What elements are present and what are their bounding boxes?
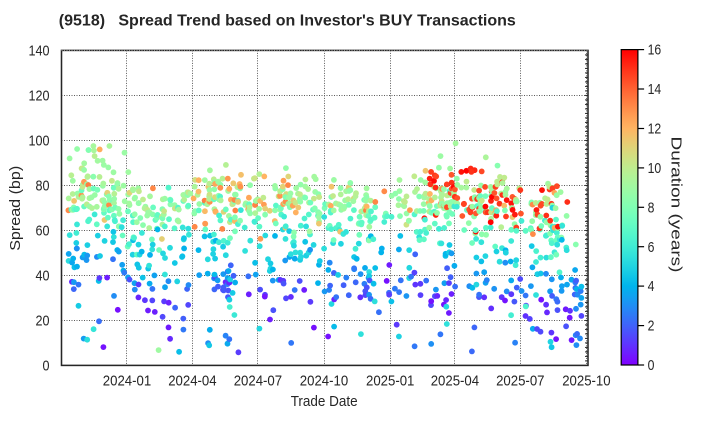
- svg-text:14: 14: [648, 81, 662, 98]
- svg-text:60: 60: [36, 223, 50, 240]
- svg-text:12: 12: [648, 121, 662, 138]
- svg-text:16: 16: [648, 42, 662, 59]
- svg-text:140: 140: [29, 43, 50, 60]
- svg-text:0: 0: [43, 358, 50, 375]
- svg-text:2024-10: 2024-10: [300, 372, 348, 389]
- svg-text:2025-10: 2025-10: [562, 372, 610, 389]
- svg-text:2: 2: [648, 318, 655, 335]
- svg-text:Duration (years): Duration (years): [667, 137, 684, 273]
- svg-text:2025-04: 2025-04: [431, 372, 479, 389]
- svg-text:2025-07: 2025-07: [496, 372, 544, 389]
- svg-text:2024-04: 2024-04: [168, 372, 216, 389]
- svg-text:Trade Date: Trade Date: [291, 393, 358, 410]
- svg-text:8: 8: [648, 199, 655, 216]
- svg-text:2024-07: 2024-07: [234, 372, 282, 389]
- svg-text:100: 100: [29, 133, 50, 150]
- svg-text:6: 6: [648, 239, 655, 256]
- svg-text:4: 4: [648, 278, 655, 295]
- svg-text:120: 120: [29, 88, 50, 105]
- svg-text:80: 80: [36, 178, 50, 195]
- svg-text:Spread (bp): Spread (bp): [7, 166, 24, 251]
- svg-text:2025-01: 2025-01: [366, 372, 414, 389]
- svg-text:40: 40: [36, 268, 50, 285]
- svg-text:2024-01: 2024-01: [103, 372, 151, 389]
- svg-text:20: 20: [36, 313, 50, 330]
- svg-text:0: 0: [648, 357, 655, 374]
- svg-text:10: 10: [648, 160, 662, 177]
- svg-text:(9518) Spread Trend based on: (9518) Spread Trend based on Investor's …: [59, 13, 516, 30]
